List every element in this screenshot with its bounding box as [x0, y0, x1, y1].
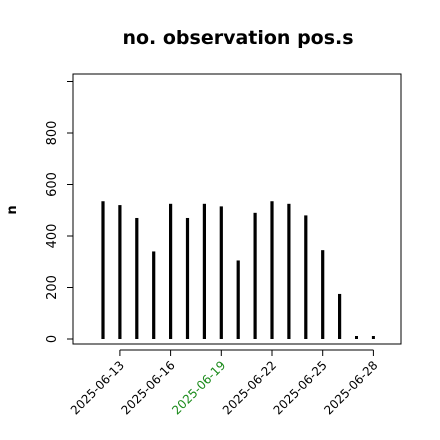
- bar: [152, 251, 156, 339]
- chart-title: no. observation pos.s: [122, 27, 353, 49]
- bar: [185, 217, 190, 339]
- bar: [253, 212, 257, 339]
- bar: [101, 201, 105, 339]
- y-axis: 0 200 400 600 800: [45, 81, 74, 343]
- bar: [321, 250, 325, 339]
- bars: [101, 201, 375, 339]
- bar: [169, 203, 173, 339]
- bar: [287, 203, 291, 339]
- bar: [118, 205, 122, 339]
- bar: [355, 336, 358, 339]
- bar: [202, 203, 206, 339]
- bar: [304, 215, 308, 339]
- x-axis: 2025-06-132025-06-162025-06-192025-06-22…: [68, 349, 381, 417]
- y-tick-label: 800: [45, 121, 60, 146]
- y-axis-label: n: [5, 205, 20, 214]
- y-tick-label: 400: [45, 224, 60, 249]
- bar: [338, 293, 342, 339]
- y-tick-label: 600: [45, 172, 60, 197]
- bar: [371, 336, 375, 339]
- y-tick-label: 0: [45, 335, 60, 343]
- x-tick-label: 2025-06-28: [321, 358, 380, 417]
- bar: [270, 201, 274, 339]
- bar: [219, 206, 223, 339]
- y-tick-label: 200: [45, 275, 60, 300]
- bar: [236, 260, 240, 339]
- bar: [135, 217, 139, 339]
